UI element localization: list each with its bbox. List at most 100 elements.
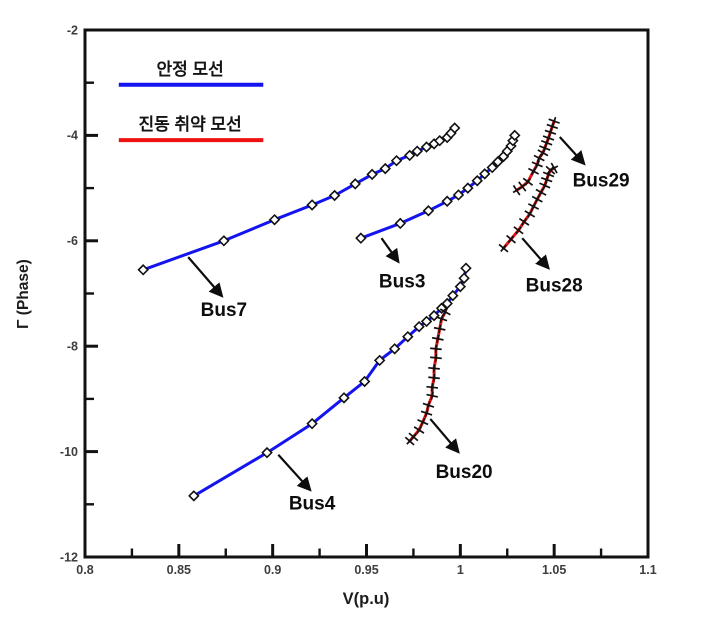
diamond-marker xyxy=(373,354,386,367)
plus-marker xyxy=(436,334,440,344)
diamond-marker xyxy=(306,199,318,211)
plus-marker xyxy=(526,209,533,218)
x-tick-label: 0.8 xyxy=(76,563,93,577)
x-tick-label: 1.1 xyxy=(639,563,656,577)
plus-marker xyxy=(521,217,528,226)
diamond-marker xyxy=(460,262,472,274)
plus-marker xyxy=(538,188,544,197)
diamond-marker xyxy=(462,182,474,194)
diamond-marker xyxy=(358,375,371,388)
y-tick-label: -4 xyxy=(67,129,78,143)
series-line-Bus7 xyxy=(141,126,457,272)
plus-marker xyxy=(507,235,515,243)
plus-marker xyxy=(432,373,436,383)
x-axis-title: V(p.u) xyxy=(343,590,390,608)
diamond-marker xyxy=(411,145,423,157)
series-line-Bus20 xyxy=(408,310,447,443)
diamond-marker xyxy=(366,168,378,181)
plus-marker xyxy=(442,307,449,317)
diamond-marker xyxy=(218,235,230,247)
plus-marker xyxy=(416,425,423,434)
annotation-arrow-Bus20 xyxy=(429,418,460,454)
annotation-arrow-Bus3 xyxy=(380,237,400,264)
plus-marker xyxy=(524,177,532,186)
plus-marker xyxy=(426,400,431,410)
x-tick-label: 1 xyxy=(457,563,464,577)
diamond-marker xyxy=(188,490,200,502)
annotation-label-Bus4: Bus4 xyxy=(289,494,336,515)
plus-marker xyxy=(534,195,540,204)
plus-marker xyxy=(515,226,522,235)
x-tick-label: 0.95 xyxy=(354,563,378,577)
diamond-marker xyxy=(403,149,416,162)
diamond-marker xyxy=(261,446,273,459)
plus-marker xyxy=(500,244,507,252)
annotation-label-Bus20: Bus20 xyxy=(436,462,493,483)
plus-marker xyxy=(434,344,438,354)
annotation-arrow-Bus28 xyxy=(521,237,550,270)
diamond-marker xyxy=(509,129,521,142)
diamond-marker xyxy=(355,232,367,244)
plus-marker xyxy=(551,116,557,126)
annotation-arrow-Bus29 xyxy=(558,136,586,166)
legend-label-vulnerable: 진동 취약 모선 xyxy=(138,114,241,134)
y-tick-label: -10 xyxy=(60,445,78,459)
annotation-label-Bus28: Bus28 xyxy=(526,276,583,297)
diamond-marker xyxy=(137,264,149,276)
diamond-marker xyxy=(441,195,453,208)
plus-marker xyxy=(534,160,540,169)
plus-marker xyxy=(430,391,434,401)
diamond-marker xyxy=(390,154,403,167)
plus-marker xyxy=(530,167,537,176)
diamond-marker xyxy=(435,302,448,314)
y-tick-label: -8 xyxy=(67,340,78,354)
plus-marker xyxy=(432,364,436,373)
diamond-marker xyxy=(458,272,470,284)
plus-marker xyxy=(536,153,542,163)
diamond-marker xyxy=(338,392,350,404)
legend-label-stable: 안정 모선 xyxy=(156,60,223,79)
diamond-marker xyxy=(447,289,459,302)
y-tick-label: -12 xyxy=(60,550,78,564)
plot-frame xyxy=(83,28,650,559)
plus-marker xyxy=(530,202,537,211)
diamond-marker xyxy=(306,417,318,430)
diamond-marker xyxy=(454,280,467,293)
plus-marker xyxy=(438,324,442,334)
annotation-label-Bus3: Bus3 xyxy=(379,271,425,292)
annotation-arrow-Bus7 xyxy=(187,256,224,298)
diamond-marker xyxy=(448,122,461,134)
diamond-marker xyxy=(349,178,361,190)
y-axis-title: Γ (Phase) xyxy=(15,259,32,329)
x-tick-label: 0.85 xyxy=(167,563,191,577)
diamond-marker xyxy=(388,343,401,355)
annotation-label-Bus29: Bus29 xyxy=(573,171,630,192)
x-tick-label: 0.9 xyxy=(264,563,281,577)
plus-marker xyxy=(420,417,426,427)
plus-marker xyxy=(518,183,527,190)
diamond-marker xyxy=(394,217,407,230)
y-tick-label: -6 xyxy=(67,234,78,248)
plus-marker xyxy=(434,353,438,363)
diamond-marker xyxy=(402,330,414,343)
diamond-marker xyxy=(478,168,491,180)
plus-marker xyxy=(439,314,444,324)
diamond-marker xyxy=(420,315,433,328)
diamond-marker xyxy=(422,205,435,217)
annotation-arrow-Bus4 xyxy=(277,454,312,492)
x-tick-label: 1.05 xyxy=(542,563,566,577)
diamond-marker xyxy=(441,297,453,310)
diamond-marker xyxy=(471,174,483,187)
plus-marker xyxy=(430,383,434,392)
plus-marker xyxy=(424,408,429,418)
diamond-marker xyxy=(433,134,446,147)
diamond-marker xyxy=(413,320,425,333)
diamond-marker xyxy=(379,162,391,175)
diamond-marker xyxy=(492,156,504,168)
diamond-marker xyxy=(486,161,498,174)
diamond-marker xyxy=(268,213,281,226)
plus-marker xyxy=(550,165,559,171)
diamond-marker xyxy=(452,189,465,201)
